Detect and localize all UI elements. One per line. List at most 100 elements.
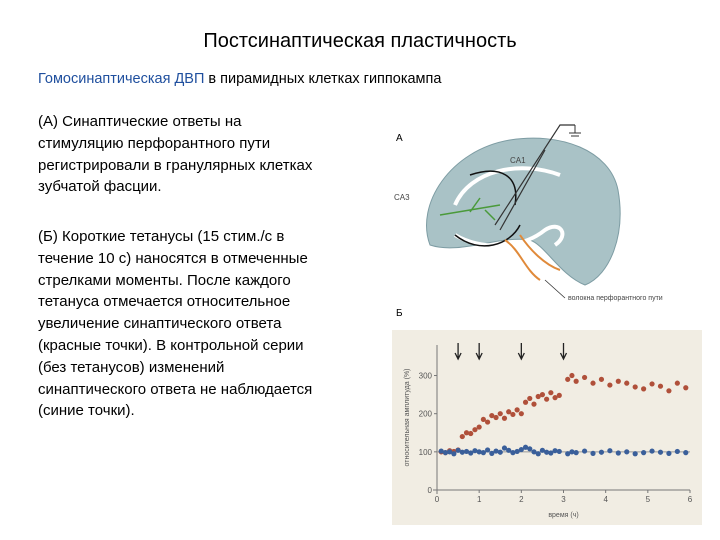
data-point (501, 445, 508, 451)
text-line: стрелками моменты. После каждого (38, 271, 291, 289)
panel-label: Б (396, 308, 403, 319)
data-point (463, 430, 470, 436)
data-point (514, 448, 520, 455)
data-point (607, 448, 613, 454)
data-point (438, 448, 444, 454)
data-point (674, 380, 680, 386)
text-line: зубчатой фасции. (38, 178, 162, 196)
data-point (539, 447, 546, 453)
text-line: тетануса отмечается относительное (38, 293, 291, 311)
data-point (522, 399, 529, 405)
y-axis-label: относительная амплитуда (%) (404, 369, 411, 467)
data-point (649, 448, 655, 454)
data-point (535, 451, 541, 457)
text-line: синаптического ответа не наблюдается (38, 380, 313, 398)
x-tick-label: 3 (561, 495, 566, 504)
data-point (552, 448, 558, 454)
data-point (506, 409, 512, 415)
data-point (632, 384, 638, 390)
data-point (683, 450, 689, 456)
data-point (590, 380, 596, 386)
x-tick-label: 4 (603, 495, 608, 504)
data-point (615, 378, 621, 384)
data-point (666, 388, 672, 394)
data-point (459, 449, 465, 455)
data-point (485, 447, 491, 453)
text-line: (синие точки). (38, 402, 135, 420)
data-point (480, 450, 486, 456)
data-point (544, 396, 550, 402)
y-tick-label: 300 (419, 372, 433, 381)
text-line: регистрировали в гранулярных клетках (38, 156, 313, 174)
data-point (527, 446, 533, 452)
data-point (476, 449, 482, 455)
data-point (480, 416, 486, 423)
text-line: (А) Синаптические ответы на (38, 113, 242, 130)
data-point (531, 401, 537, 407)
data-point (607, 382, 613, 388)
data-point (565, 451, 571, 457)
data-point (598, 376, 605, 382)
data-point (573, 378, 579, 384)
y-tick-label: 0 (428, 486, 433, 495)
data-point (476, 424, 482, 430)
paragraph: (Б) Короткие тетанусы (15 стим./с в течен… (38, 226, 312, 422)
data-point (518, 446, 524, 453)
subtitle: Гомосинаптическая ДВП в пирамидных клетк… (38, 71, 441, 87)
data-point (535, 393, 541, 400)
data-point (573, 450, 579, 456)
data-point (527, 395, 533, 402)
data-point (615, 450, 621, 456)
x-axis-label: время (ч) (548, 512, 578, 519)
data-point (632, 451, 638, 457)
y-tick-label: 200 (419, 410, 433, 419)
text-line: (без тетанусов) изменений (38, 358, 225, 376)
data-point (556, 448, 562, 455)
data-point (514, 407, 520, 413)
data-point (522, 444, 529, 450)
data-point (442, 450, 449, 456)
data-point (649, 381, 655, 387)
data-point (497, 411, 503, 417)
tetanus-arrow (475, 343, 483, 361)
x-tick-label: 2 (519, 495, 524, 504)
data-point (451, 451, 457, 457)
data-point (569, 372, 575, 379)
subtitle-rest: в пирамидных клетках гиппокампа (204, 71, 442, 87)
data-point (657, 383, 664, 389)
data-point (463, 448, 470, 455)
data-point (590, 450, 596, 456)
data-point (641, 386, 647, 392)
data-point (581, 374, 588, 381)
data-point (666, 450, 672, 456)
data-point (455, 447, 461, 453)
text-line: (Б) Короткие тетанусы (15 стим./с в (38, 228, 285, 245)
diagram-label: CA3 (394, 193, 410, 202)
data-point (493, 414, 499, 421)
data-point (544, 449, 550, 455)
diagram-caption: волокна перфорантного пути (568, 295, 663, 302)
data-point (548, 390, 554, 396)
data-point (552, 395, 558, 401)
data-point (548, 450, 554, 456)
data-point (569, 449, 575, 455)
subtitle-highlight: Гомосинаптическая ДВП (38, 71, 205, 87)
data-point (472, 448, 478, 454)
data-point (624, 380, 630, 386)
data-point (468, 430, 474, 437)
data-point (489, 450, 495, 456)
data-point (447, 449, 453, 455)
data-point (472, 427, 478, 433)
tetanus-arrow (454, 343, 462, 361)
data-point (468, 450, 474, 456)
data-point (683, 385, 689, 391)
data-point (565, 376, 571, 382)
x-tick-label: 6 (688, 495, 693, 504)
data-point (539, 392, 546, 398)
data-point (510, 450, 516, 456)
diagram-label: CA1 (510, 156, 526, 165)
data-point (518, 411, 524, 417)
slide-title: Постсинаптическая пластичность (203, 30, 517, 52)
chart-panel (392, 330, 702, 525)
